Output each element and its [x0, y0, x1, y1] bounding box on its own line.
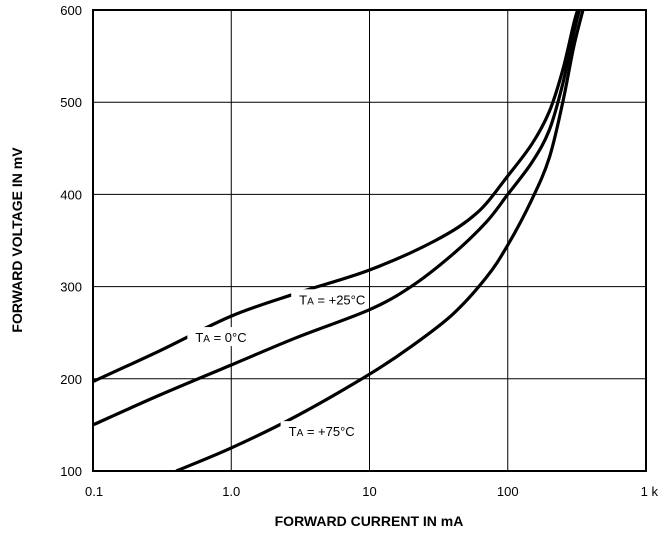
series-annotations: TA = 0°C TA = +25°C TA = +75°C — [187, 289, 365, 441]
series-label-text: TA = +75°C — [289, 424, 355, 439]
series-label-1: TA = +25°C — [291, 289, 365, 309]
series-line-2 — [175, 10, 585, 471]
series-label-2: TA = +75°C — [280, 421, 355, 441]
series-label-0: TA = 0°C — [187, 327, 247, 347]
y-tick-label: 100 — [60, 464, 82, 479]
label-backdrop — [187, 327, 247, 347]
plot-frame — [92, 9, 647, 472]
series-curves — [93, 10, 585, 471]
series-label-text: TA = 0°C — [195, 330, 246, 345]
x-axis-title: FORWARD CURRENT IN mA — [275, 513, 464, 529]
y-tick-label: 200 — [60, 372, 82, 387]
series-line-0 — [93, 10, 580, 384]
x-tick-label: 100 — [497, 484, 519, 499]
x-tick-label: 1.0 — [222, 484, 240, 499]
label-backdrop — [291, 289, 365, 309]
y-axis-title: FORWARD VOLTAGE IN mV — [9, 147, 25, 333]
x-tick-label: 0.1 — [85, 484, 103, 499]
y-tick-label: 400 — [60, 187, 82, 202]
x-tick-label: 10 — [362, 484, 376, 499]
y-tick-label: 500 — [60, 95, 82, 110]
series-line-1 — [93, 10, 581, 427]
y-tick-label: 600 — [60, 3, 82, 18]
x-tick-label: 1 k — [641, 484, 658, 499]
y-tick-label: 300 — [60, 280, 82, 295]
tick-labels: 0.1 1.0 10 100 1 k 100 200 300 400 500 600 — [60, 3, 658, 499]
series-label-text: TA = +25°C — [299, 292, 365, 307]
label-backdrop — [280, 421, 355, 441]
